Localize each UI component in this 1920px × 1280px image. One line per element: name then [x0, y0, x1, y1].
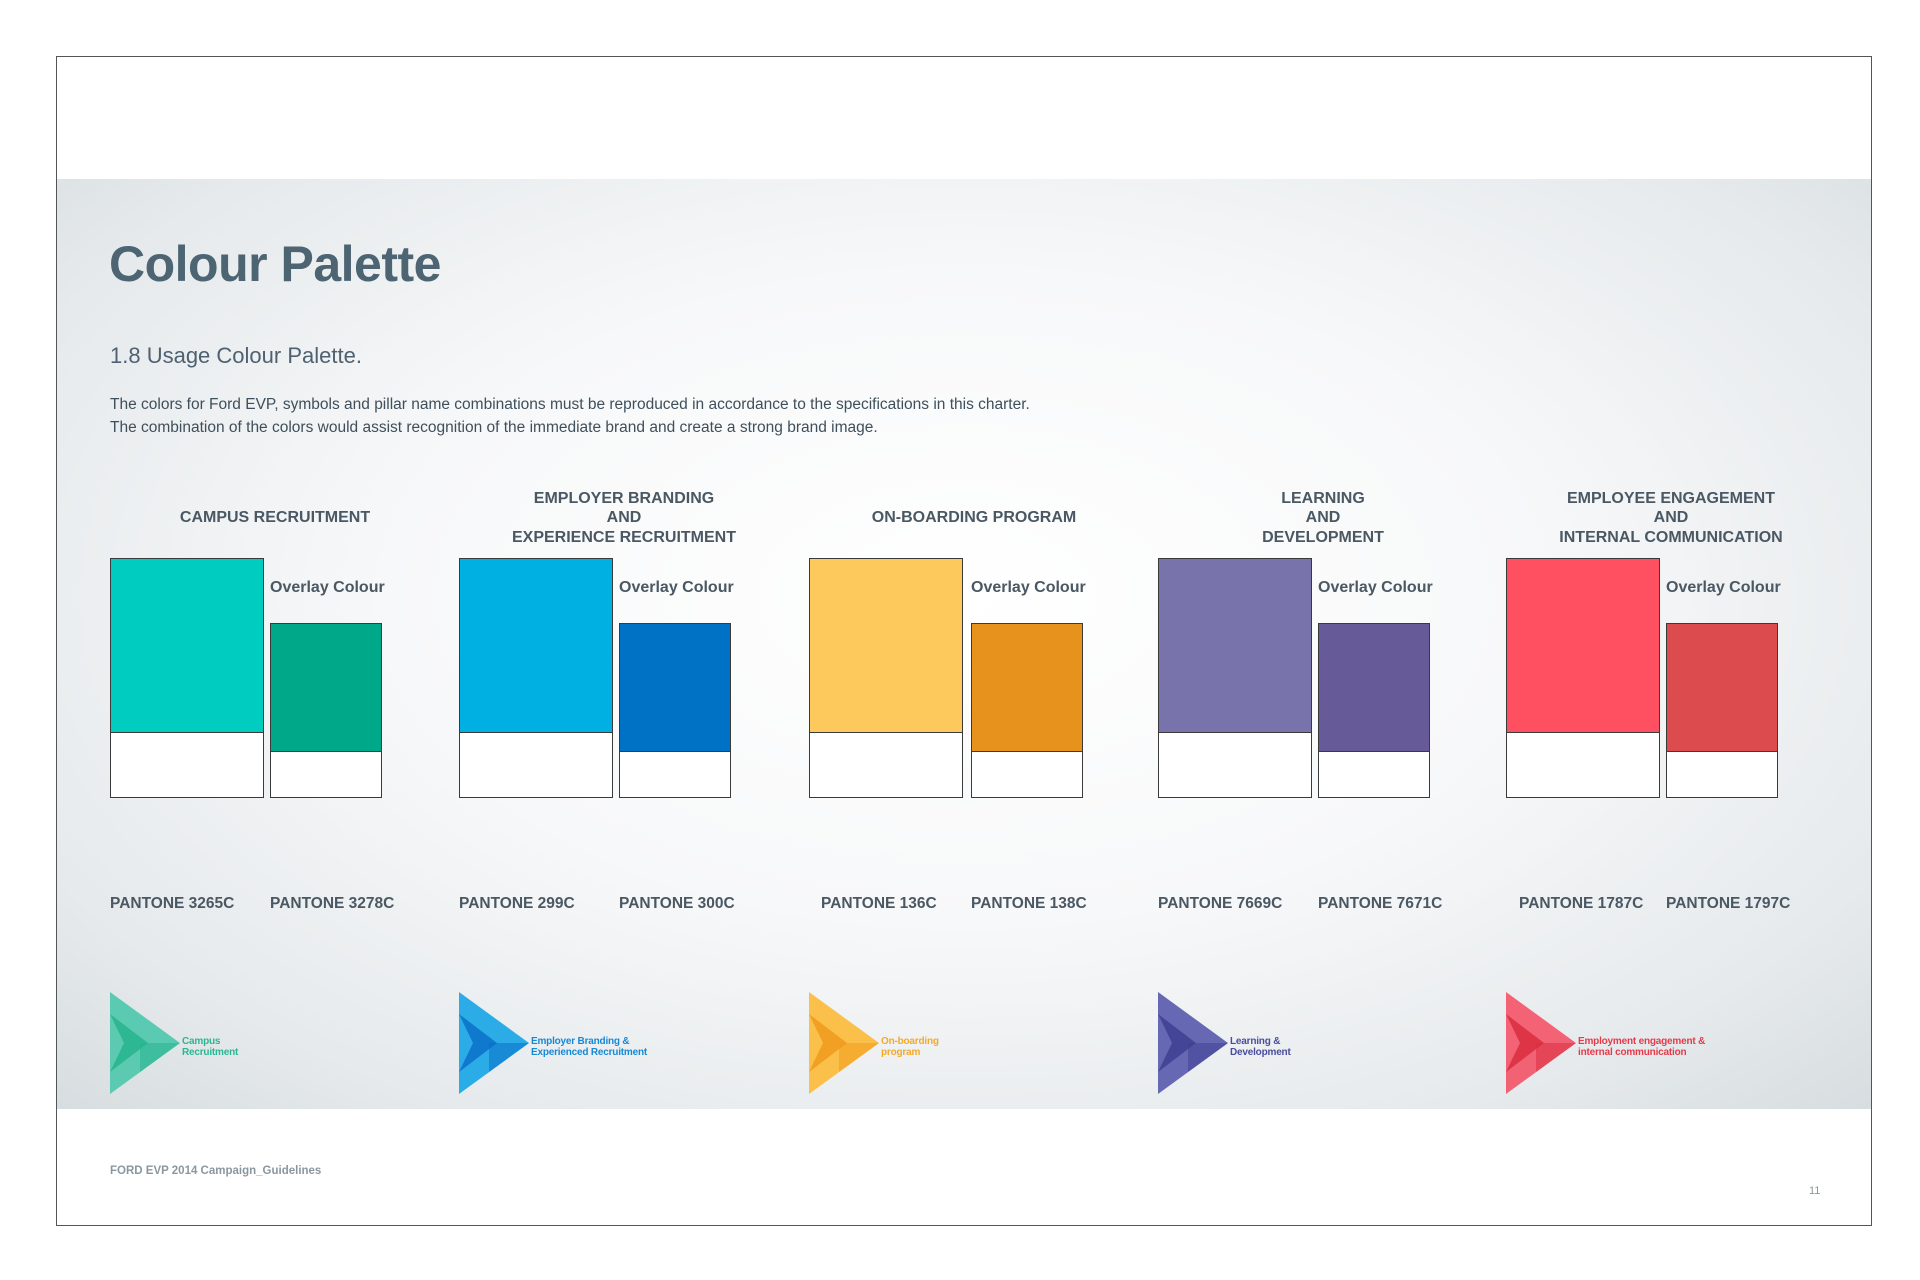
pillar-heading: CAMPUS RECRUITMENT: [179, 509, 371, 527]
description-line: The combination of the colors would assi…: [110, 419, 878, 436]
chevron-logo-icon: [110, 992, 180, 1094]
overlay-colour-label: Overlay Colour: [619, 579, 734, 596]
main-pantone-code: PANTONE 7669C: [1158, 895, 1283, 912]
chevron-logo-icon: [459, 992, 529, 1094]
page-frame: Colour Palette 1.8 Usage Colour Palette.…: [56, 56, 1872, 1226]
overlay-color-swatch: [1318, 623, 1430, 798]
overlay-pantone-code: PANTONE 7671C: [1318, 895, 1443, 912]
pillar-heading: EMPLOYEE ENGAGEMENT AND INTERNAL COMMUNI…: [1559, 489, 1783, 546]
main-color-swatch: [1158, 558, 1312, 798]
logo-text: Employment engagement & internal communi…: [1578, 1036, 1706, 1058]
main-pantone-code: PANTONE 3265C: [110, 895, 235, 912]
pillar-heading: ON-BOARDING PROGRAM: [871, 509, 1077, 527]
overlay-color-swatch: [971, 623, 1083, 798]
overlay-color-fill: [1667, 624, 1777, 752]
footer-text: FORD EVP 2014 Campaign_Guidelines: [110, 1165, 322, 1177]
main-color-fill: [1159, 559, 1311, 733]
main-color-swatch: [809, 558, 963, 798]
main-color-swatch: [110, 558, 264, 798]
pillar-logo: Employer Branding & Experienced Recruitm…: [459, 992, 799, 1094]
overlay-color-swatch: [1666, 623, 1778, 798]
section-subtitle: 1.8 Usage Colour Palette.: [110, 343, 362, 368]
overlay-pantone-code: PANTONE 300C: [619, 895, 735, 912]
pillar: ON-BOARDING PROGRAM Overlay Colour PANTO…: [809, 487, 1149, 1107]
overlay-colour-label: Overlay Colour: [1318, 579, 1433, 596]
main-pantone-code: PANTONE 1787C: [1519, 895, 1644, 912]
logo-text: On-boarding program: [881, 1036, 939, 1058]
pillar: EMPLOYER BRANDING AND EXPERIENCE RECRUIT…: [459, 487, 799, 1107]
pillar-logo: Employment engagement & internal communi…: [1506, 992, 1846, 1094]
chevron-logo-icon: [1158, 992, 1228, 1094]
pillar-logo: On-boarding program: [809, 992, 1149, 1094]
main-pantone-code: PANTONE 136C: [821, 895, 937, 912]
pillar-heading: LEARNING AND DEVELOPMENT: [1262, 489, 1384, 546]
overlay-colour-label: Overlay Colour: [270, 579, 385, 596]
main-color-fill: [460, 559, 612, 733]
logo-text: Campus Recruitment: [182, 1036, 239, 1058]
main-pantone-code: PANTONE 299C: [459, 895, 575, 912]
chevron-logo-icon: [1506, 992, 1576, 1094]
pillar: CAMPUS RECRUITMENT Overlay Colour PANTON…: [110, 487, 450, 1107]
overlay-pantone-code: PANTONE 138C: [971, 895, 1087, 912]
main-color-fill: [810, 559, 962, 733]
overlay-colour-label: Overlay Colour: [1666, 579, 1781, 596]
overlay-color-fill: [972, 624, 1082, 752]
pillar: LEARNING AND DEVELOPMENT Overlay Colour …: [1158, 487, 1498, 1107]
overlay-color-fill: [1319, 624, 1429, 752]
main-color-swatch: [1506, 558, 1660, 798]
pillar-heading: EMPLOYER BRANDING AND EXPERIENCE RECRUIT…: [511, 489, 737, 546]
overlay-pantone-code: PANTONE 3278C: [270, 895, 395, 912]
page-number: 11: [1809, 1185, 1821, 1197]
logo-text: Learning & Development: [1230, 1036, 1291, 1058]
overlay-colour-label: Overlay Colour: [971, 579, 1086, 596]
logo-text: Employer Branding & Experienced Recruitm…: [531, 1036, 647, 1058]
overlay-color-fill: [620, 624, 730, 752]
pillar-logo: Campus Recruitment: [110, 992, 450, 1094]
main-color-fill: [111, 559, 263, 733]
pillar: EMPLOYEE ENGAGEMENT AND INTERNAL COMMUNI…: [1506, 487, 1846, 1107]
description-line: The colors for Ford EVP, symbols and pil…: [110, 396, 1030, 413]
overlay-color-fill: [271, 624, 381, 752]
chevron-logo-icon: [809, 992, 879, 1094]
overlay-color-swatch: [270, 623, 382, 798]
page-title: Colour Palette: [109, 236, 441, 292]
description: The colors for Ford EVP, symbols and pil…: [110, 393, 1030, 439]
main-color-swatch: [459, 558, 613, 798]
main-color-fill: [1507, 559, 1659, 733]
overlay-color-swatch: [619, 623, 731, 798]
overlay-pantone-code: PANTONE 1797C: [1666, 895, 1791, 912]
pillar-logo: Learning & Development: [1158, 992, 1498, 1094]
